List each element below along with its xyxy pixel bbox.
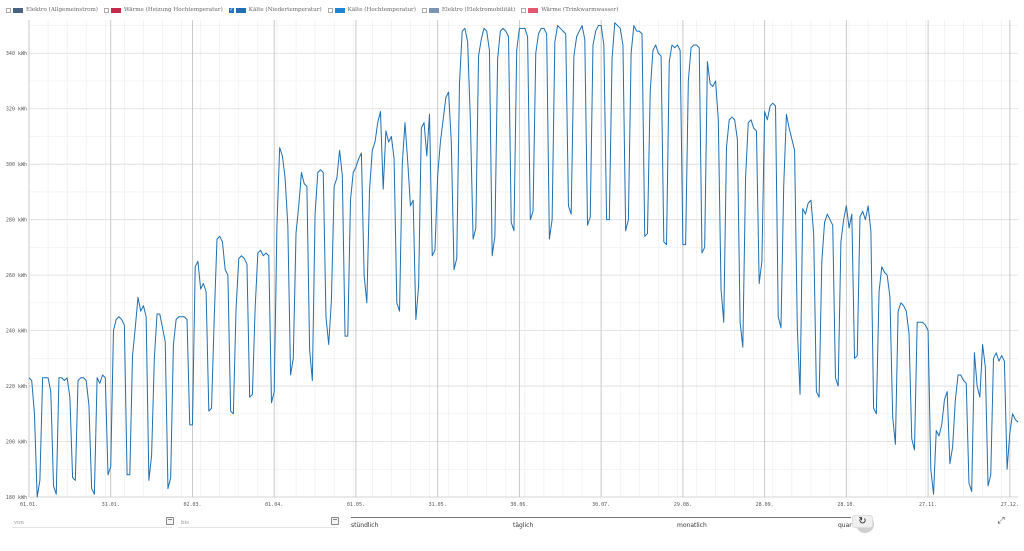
- from-date-input[interactable]: [12, 527, 172, 528]
- legend-swatch: [428, 7, 439, 13]
- x-tick-label: 02.03.: [183, 502, 201, 508]
- y-tick-label: 260 kWh: [6, 273, 27, 279]
- x-tick-label: 29.08.: [674, 502, 692, 508]
- legend-swatch: [13, 7, 23, 13]
- legend: Elektro (Allgemeinstrom) Wärme (Heizung H…: [6, 4, 624, 16]
- resolution-slider[interactable]: [351, 515, 874, 533]
- controls-bar: von bis stündlich täglich monatlich quar…: [0, 512, 1024, 551]
- resolution-label-daily[interactable]: täglich: [513, 522, 534, 529]
- y-tick-label: 300 kWh: [6, 162, 27, 168]
- reset-icon: ↻: [858, 516, 867, 527]
- y-tick-label: 320 kWh: [6, 107, 27, 113]
- resolution-label-monthly[interactable]: monatlich: [677, 522, 707, 529]
- y-tick-label: 180 kWh: [6, 495, 27, 501]
- legend-checkbox[interactable]: [103, 7, 109, 13]
- legend-item[interactable]: Wärme (Heizung Hochtemperatur): [103, 7, 223, 13]
- legend-item[interactable]: Kälte (Hochtemperatur): [327, 7, 416, 13]
- to-calendar-icon[interactable]: [331, 517, 339, 525]
- to-date-input[interactable]: [178, 527, 338, 528]
- legend-label: Kälte (Niedertemperatur): [248, 7, 322, 13]
- minor-gridlines: [28, 20, 1018, 498]
- legend-item[interactable]: Elektro (Allgemeinstrom): [6, 7, 98, 13]
- legend-item[interactable]: Elektro (Elektromobilität): [421, 7, 516, 13]
- x-tick-label: 27.12.: [1001, 502, 1019, 508]
- legend-item[interactable]: Wärme (Trinkwarmwasser): [521, 7, 618, 13]
- y-tick-label: 240 kWh: [6, 328, 27, 334]
- expand-button[interactable]: ⤢: [996, 516, 1006, 526]
- legend-swatch: [235, 7, 246, 13]
- x-tick-label: 01.01.: [20, 502, 38, 508]
- legend-swatch: [528, 7, 539, 13]
- x-tick-label: 28.10.: [837, 502, 855, 508]
- legend-label: Wärme (Heizung Hochtemperatur): [123, 7, 223, 13]
- legend-checkbox[interactable]: [327, 7, 333, 13]
- legend-checkbox[interactable]: [6, 7, 11, 13]
- legend-swatch: [110, 7, 121, 13]
- line-chart: 180 kWh 200 kWh 220 kWh 240 kWh 260 kWh 280 k…: [6, 20, 1019, 508]
- to-label: bis: [181, 520, 190, 526]
- x-tick-label: 28.09.: [756, 502, 774, 508]
- legend-label: Elektro (Allgemeinstrom): [26, 7, 98, 13]
- x-tick-label: 30.06.: [510, 502, 528, 508]
- x-tick-label: 31.01.: [102, 502, 120, 508]
- legend-swatch: [334, 7, 345, 13]
- legend-label: Wärme (Trinkwarmwasser): [541, 7, 619, 13]
- from-label: von: [14, 520, 24, 526]
- series-line: [28, 22, 1019, 498]
- reset-button[interactable]: ↻: [852, 515, 873, 528]
- legend-checkbox[interactable]: ✓: [228, 6, 234, 13]
- y-axis: 180 kWh 200 kWh 220 kWh 240 kWh 260 kWh 280 k…: [6, 51, 27, 501]
- series-layer: [28, 22, 1019, 498]
- y-tick-label: 220 kWh: [6, 384, 27, 390]
- y-tick-label: 200 kWh: [6, 439, 27, 445]
- resolution-label-quarterly[interactable]: quar: [838, 522, 852, 529]
- x-axis: 01.01. 31.01. 02.03. 01.04. 01.05. 31.05. 30.0…: [20, 502, 1019, 508]
- legend-label: Kälte (Hochtemperatur): [347, 7, 416, 13]
- x-tick-label: 31.05.: [429, 502, 447, 508]
- major-gridlines: [28, 20, 1018, 498]
- x-tick-label: 01.04.: [265, 502, 283, 508]
- legend-item[interactable]: ✓ Kälte (Niedertemperatur): [228, 6, 322, 13]
- legend-checkbox[interactable]: [421, 7, 427, 13]
- y-tick-label: 280 kWh: [6, 217, 27, 223]
- legend-label: Elektro (Elektromobilität): [441, 7, 516, 13]
- resolution-label-hourly[interactable]: stündlich: [351, 522, 379, 529]
- y-tick-label: 340 kWh: [6, 51, 27, 57]
- from-calendar-icon[interactable]: [166, 517, 174, 525]
- legend-checkbox[interactable]: [521, 7, 527, 13]
- x-tick-label: 27.11.: [919, 502, 937, 508]
- series-points: [29, 23, 1018, 497]
- x-tick-label: 01.05.: [347, 502, 365, 508]
- x-tick-label: 30.07.: [592, 502, 610, 508]
- expand-icon: ⤢: [997, 516, 1005, 526]
